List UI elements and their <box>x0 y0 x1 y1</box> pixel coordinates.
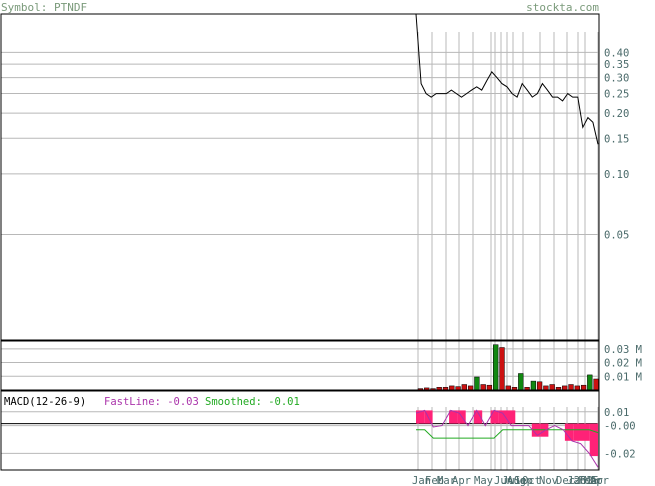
macd-histogram-bar <box>581 423 590 441</box>
volume-tick-label: 0.01 M <box>604 371 642 383</box>
price-line <box>415 13 599 145</box>
x-tick-label: Apr <box>452 475 471 486</box>
price-tick-label: 0.25 <box>604 89 629 101</box>
price-frame <box>0 13 600 341</box>
price-tick-label: 0.15 <box>604 133 629 145</box>
x-tick-label: Feb <box>578 475 597 486</box>
volume-bar <box>486 384 493 391</box>
x-tick-label: Oct <box>522 475 541 486</box>
price-tick-label: 0.10 <box>604 169 629 181</box>
volume-tick-label: 0.02 M <box>604 358 642 370</box>
macd-histogram-bar <box>498 410 507 424</box>
site-label: stockta.com <box>526 1 599 14</box>
x-tick-label: Apr <box>590 475 609 486</box>
volume-bar <box>474 376 480 391</box>
price-tick-label: 0.35 <box>604 59 629 71</box>
volume-bar <box>549 384 555 391</box>
macd-histogram-bar <box>473 410 483 424</box>
macd-tick-label: 0.01 <box>604 407 629 419</box>
x-tick-label: May <box>474 475 493 486</box>
volume-bar <box>467 385 474 391</box>
x-tick-label: Feb <box>425 475 444 486</box>
macd-smoothed-label: Smoothed: -0.01 <box>205 396 300 408</box>
price-panel: 0.400.35 0.30 0.25 0.20 0.15 0.10 0.05 <box>0 13 629 341</box>
price-tick-label: 0.40 <box>604 47 629 59</box>
volume-bar <box>499 347 505 391</box>
volume-bar <box>574 385 580 391</box>
macd-tick-label: -0.02 <box>604 448 636 460</box>
macd-histogram-bar <box>507 410 516 424</box>
volume-bar <box>587 374 593 391</box>
macd-histogram-bar <box>416 410 425 424</box>
volume-bar <box>530 380 537 391</box>
macd-frame <box>0 390 600 471</box>
volume-bar <box>505 385 511 391</box>
volume-frame <box>0 340 600 391</box>
volume-bar <box>580 384 587 391</box>
volume-tick-label: 0.03 M <box>604 344 642 356</box>
macd-histogram-bar <box>589 423 598 457</box>
macd-tick-label: -0.00 <box>604 421 636 433</box>
volume-bar <box>543 385 549 391</box>
x-tick-label: Jan <box>567 475 586 486</box>
x-tick-label: Nov <box>539 475 558 486</box>
x-tick-label: Jan <box>412 475 431 486</box>
x-tick-label: Mar <box>584 475 603 486</box>
volume-bar <box>480 384 486 391</box>
price-tick-label: 0.20 <box>604 108 629 120</box>
x-tick-label: Jun <box>494 475 513 486</box>
volume-panel: 0.03 M 0.02 M0.01 M <box>0 340 642 391</box>
x-tick-label: Aug <box>507 475 526 486</box>
price-tick-label: 0.30 <box>604 73 629 85</box>
macd-histogram-bar <box>449 410 458 424</box>
x-tick-label: Mar <box>437 475 456 486</box>
symbol-label: Symbol: PTNDF <box>1 1 87 14</box>
macd-histogram-bar <box>564 423 574 441</box>
volume-bar <box>562 385 568 391</box>
x-tick-label: 2025 <box>574 475 599 486</box>
volume-bar <box>461 384 467 391</box>
macd-fastline-label: FastLine: -0.03 <box>104 396 199 408</box>
volume-bar <box>455 386 461 391</box>
macd-signal-line <box>416 429 599 439</box>
macd-fast-line <box>415 409 599 468</box>
macd-title: MACD(12-26-9) <box>4 396 86 408</box>
x-tick-label: Jul <box>502 475 521 486</box>
macd-histogram-bar <box>490 410 499 424</box>
volume-bar <box>518 373 524 391</box>
volume-bar <box>593 378 599 391</box>
macd-panel: MACD(12-26-9) FastLine: -0.03 Smoothed: … <box>0 390 636 471</box>
x-tick-label: Sep <box>514 475 533 486</box>
volume-bar <box>493 344 499 391</box>
x-tick-label: Dec <box>556 475 575 486</box>
volume-bar <box>568 384 574 391</box>
price-tick-label: 0.05 <box>604 230 629 242</box>
volume-bar <box>449 385 455 391</box>
volume-bar <box>536 381 543 391</box>
macd-histogram-bar <box>573 423 582 441</box>
